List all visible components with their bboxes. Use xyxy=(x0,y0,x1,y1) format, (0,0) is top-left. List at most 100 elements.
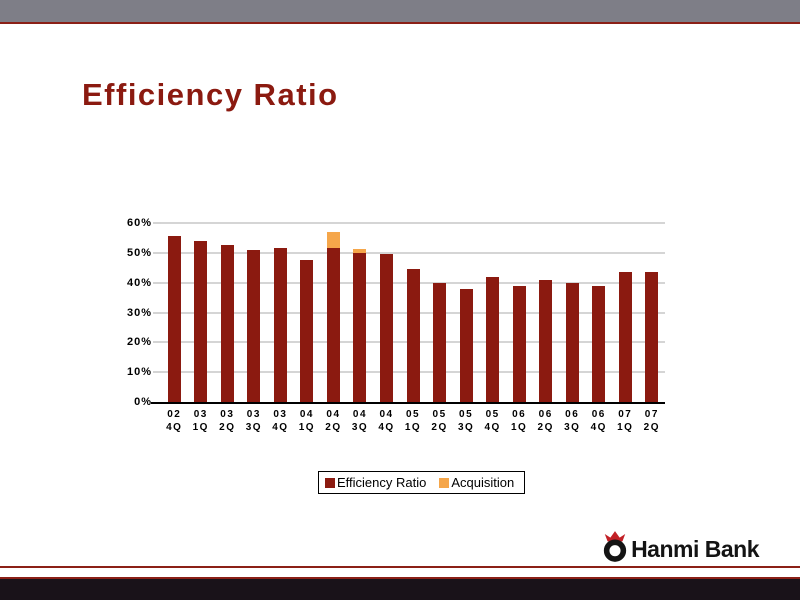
bar-slot xyxy=(267,223,294,402)
bar-06-1q xyxy=(512,223,526,402)
bar-04-4q xyxy=(380,223,394,402)
x-tick-label: 03 4Q xyxy=(272,409,289,433)
bottom-rule xyxy=(0,566,800,568)
bar-segment-efficiency-ratio xyxy=(645,272,659,402)
bar-slot xyxy=(559,223,586,402)
header-bar xyxy=(0,0,800,24)
gridline xyxy=(161,252,665,254)
y-tick xyxy=(153,222,161,224)
bar-slot xyxy=(586,223,613,402)
bar-03-4q xyxy=(273,223,287,402)
y-tick-label: 60% xyxy=(126,217,152,229)
x-tick-label: 04 3Q xyxy=(351,409,369,433)
x-tick-label: 05 1Q xyxy=(404,409,422,433)
legend-label: Efficiency Ratio xyxy=(337,475,427,490)
x-tick-label: 04 2Q xyxy=(325,409,342,433)
bar-slot xyxy=(347,223,374,402)
bar-04-3q xyxy=(353,223,367,402)
bar-06-2q xyxy=(539,223,553,402)
bar-segment-efficiency-ratio xyxy=(194,240,208,402)
bar-segment-efficiency-ratio xyxy=(565,282,579,402)
bar-07-1q xyxy=(618,223,632,402)
x-tick-label: 06 2Q xyxy=(537,409,554,433)
bar-02-4q xyxy=(167,223,181,402)
footer-bar xyxy=(0,577,800,600)
bar-segment-efficiency-ratio xyxy=(273,248,287,402)
hanmi-wreath-icon xyxy=(602,531,628,567)
x-tick-label: 04 4Q xyxy=(378,409,395,433)
bar-segment-efficiency-ratio xyxy=(380,254,394,402)
hanmi-bank-logo: Hanmi Bank xyxy=(602,531,759,567)
bar-03-1q xyxy=(194,223,208,402)
bar-slot xyxy=(532,223,559,402)
x-tick-label: 07 1Q xyxy=(617,409,634,433)
bar-segment-efficiency-ratio xyxy=(539,279,553,402)
x-tick-label: 03 2Q xyxy=(219,409,236,433)
bar-05-3q xyxy=(459,223,473,402)
bar-segment-efficiency-ratio xyxy=(247,249,261,402)
bar-segment-efficiency-ratio xyxy=(459,288,473,402)
bar-slot xyxy=(161,223,188,402)
bar-04-1q xyxy=(300,223,314,402)
legend-item-efficiency-ratio: Efficiency Ratio xyxy=(325,475,426,490)
bar-segment-efficiency-ratio xyxy=(300,260,314,402)
y-tick-label: 50% xyxy=(126,246,152,259)
x-tick-label: 07 2Q xyxy=(643,409,660,433)
bar-06-3q xyxy=(565,223,579,402)
bar-slot xyxy=(188,223,215,402)
bar-slot xyxy=(294,223,321,402)
x-axis-baseline xyxy=(151,402,665,404)
bar-05-2q xyxy=(433,223,447,402)
bar-segment-efficiency-ratio xyxy=(406,269,420,402)
bar-segment-efficiency-ratio xyxy=(167,236,181,402)
x-tick-label: 06 4Q xyxy=(590,409,607,433)
plot-area xyxy=(161,222,665,402)
bar-slot xyxy=(241,223,268,402)
x-tick-label: 05 2Q xyxy=(431,409,448,433)
bar-04-2q xyxy=(326,223,340,402)
legend-swatch xyxy=(325,477,335,488)
logo-text: Hanmi Bank xyxy=(631,535,759,562)
x-tick-label: 03 1Q xyxy=(192,409,209,433)
bar-slot xyxy=(639,223,666,402)
bar-05-1q xyxy=(406,223,420,402)
bar-segment-efficiency-ratio xyxy=(486,276,500,402)
y-tick xyxy=(153,371,161,373)
page-title: Efficiency Ratio xyxy=(82,77,339,112)
x-tick-label: 06 3Q xyxy=(564,409,581,433)
bar-slot xyxy=(479,223,506,402)
bar-segment-efficiency-ratio xyxy=(618,272,632,402)
x-tick-label: 06 1Q xyxy=(511,409,528,433)
bar-segment-efficiency-ratio xyxy=(353,252,367,402)
y-tick xyxy=(153,282,161,284)
bar-slot xyxy=(426,223,453,402)
x-tick-label: 05 4Q xyxy=(484,409,501,433)
x-axis: 02 4Q 03 1Q 03 2Q 03 3Q 03 4Q 04 1Q 04 2Q 04 3Q 04 4Q 05 1Q… xyxy=(161,408,665,434)
bar-slot xyxy=(320,223,347,402)
bar-segment-acquisition xyxy=(353,249,367,253)
bar-segment-efficiency-ratio xyxy=(592,285,606,402)
legend-swatch xyxy=(439,477,450,488)
y-tick-label: 30% xyxy=(126,306,152,319)
y-tick xyxy=(153,252,161,254)
bar-slot xyxy=(400,223,427,402)
bars xyxy=(161,223,665,402)
y-axis: 0% 10% 20% 30% 40% 50% 60% xyxy=(110,217,161,408)
y-tick xyxy=(153,341,161,343)
legend-label: Acquisition xyxy=(451,475,515,490)
legend-item-acquisition: Acquisition xyxy=(439,475,514,490)
bar-segment-efficiency-ratio xyxy=(512,285,526,402)
x-tick-label: 03 3Q xyxy=(245,409,263,433)
bar-slot xyxy=(214,223,241,402)
bar-segment-efficiency-ratio xyxy=(326,248,340,402)
gridline xyxy=(161,222,665,224)
bar-07-2q xyxy=(645,223,659,402)
y-tick-label: 40% xyxy=(126,276,152,289)
bar-slot xyxy=(506,223,533,402)
bar-segment-acquisition xyxy=(326,231,340,249)
bar-segment-efficiency-ratio xyxy=(433,282,447,402)
bar-05-4q xyxy=(486,223,500,402)
y-tick-label: 0% xyxy=(134,396,152,408)
bar-slot xyxy=(373,223,400,402)
bar-03-2q xyxy=(220,223,234,402)
